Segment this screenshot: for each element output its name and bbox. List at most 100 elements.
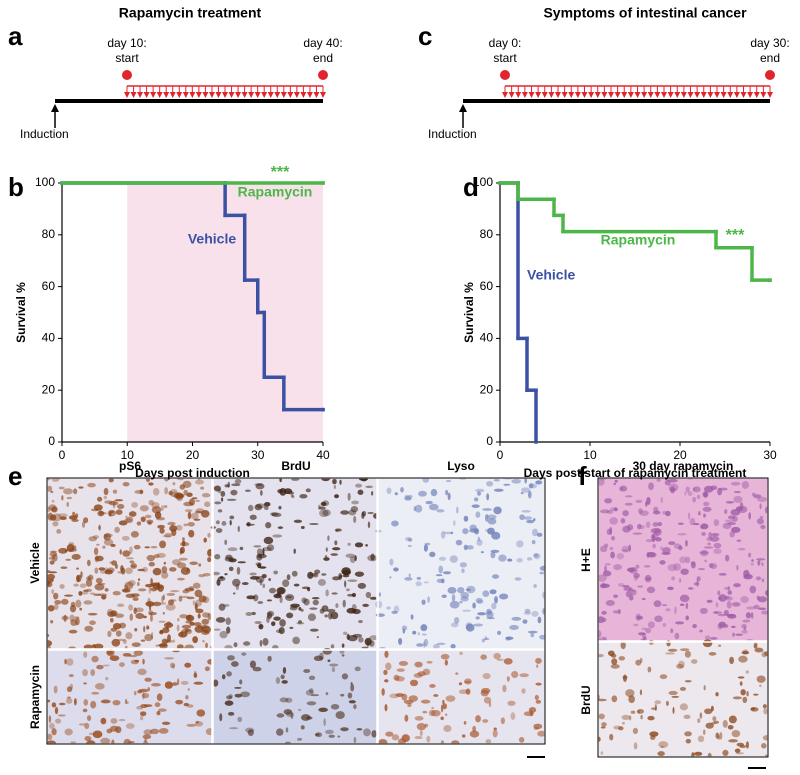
tissue-stain <box>381 688 385 696</box>
tissue-stain <box>539 571 545 575</box>
tissue-stain <box>443 531 453 535</box>
tissue-stain <box>221 674 226 680</box>
tissue-stain <box>636 615 644 620</box>
tissue-stain <box>150 587 158 592</box>
tissue-stain <box>414 504 423 513</box>
tissue-stain <box>521 487 531 493</box>
panel-frame <box>597 477 769 758</box>
tissue-stain <box>82 708 88 713</box>
tissue-stain <box>286 574 291 581</box>
tissue-stain <box>213 485 222 492</box>
tissue-stain <box>535 657 542 664</box>
dose-arrow-head <box>661 92 667 98</box>
tissue-stain <box>416 576 421 580</box>
tissue-stain <box>292 636 300 645</box>
tissue-stain <box>98 524 101 532</box>
tissue-stain <box>179 614 188 619</box>
tissue-stain <box>391 610 398 615</box>
tissue-stain <box>461 734 466 738</box>
tissue-stain <box>286 612 294 619</box>
tissue-stain <box>743 569 750 578</box>
tissue-stain <box>121 535 130 541</box>
tissue-stain <box>178 595 183 602</box>
tissue-stain <box>75 599 82 608</box>
tissue-stain <box>751 492 756 497</box>
tissue-stain <box>457 587 465 594</box>
tissue-stain <box>655 537 662 542</box>
tissue-stain <box>527 490 532 499</box>
tissue-stain <box>703 729 706 736</box>
tissue-stain <box>487 527 495 535</box>
tissue-stain <box>231 483 241 487</box>
tissue-stain <box>451 593 456 602</box>
tissue-stain <box>635 499 643 503</box>
tissue-stain <box>122 652 132 657</box>
tissue-stain <box>427 596 431 604</box>
tissue-stain <box>621 549 629 552</box>
tissue-stain <box>635 613 641 621</box>
tissue-stain <box>717 623 723 630</box>
tissue-stain <box>164 681 173 689</box>
tissue-stain <box>689 517 696 526</box>
tissue-stain <box>213 628 221 631</box>
tissue-stain <box>725 554 730 562</box>
tissue-stain <box>164 487 168 495</box>
dose-arrow-head <box>508 92 515 98</box>
tissue-stain <box>354 542 364 548</box>
tissue-stain <box>329 663 339 667</box>
tissue-stain <box>170 599 177 602</box>
tissue-stain <box>228 727 239 730</box>
tissue-stain <box>327 659 331 662</box>
tissue-stain <box>71 553 81 560</box>
tissue-stain <box>522 619 528 624</box>
tissue-stain <box>475 715 481 723</box>
tissue-stain <box>645 521 651 528</box>
tissue-stain <box>699 712 703 719</box>
tissue-stain <box>697 512 701 516</box>
dose-arrow-head <box>740 92 747 98</box>
tissue-stain <box>142 692 145 700</box>
tissue-stain <box>614 479 618 483</box>
tissue-stain <box>277 526 284 530</box>
tissue-stain <box>455 539 463 546</box>
tissue-stain <box>83 600 93 605</box>
tissue-stain <box>203 537 207 543</box>
tissue-stain <box>636 709 645 714</box>
tissue-stain <box>507 700 516 706</box>
tissue-stain <box>241 652 247 656</box>
end-label: end <box>760 51 780 65</box>
tissue-stain <box>187 614 192 620</box>
dose-arrow-head <box>287 92 294 98</box>
tissue-stain <box>727 724 734 730</box>
tissue-stain <box>87 574 94 581</box>
tissue-stain <box>656 478 661 483</box>
tissue-stain <box>69 614 75 622</box>
dose-arrow-head <box>124 92 130 98</box>
tissue-stain <box>193 672 198 678</box>
tissue-stain <box>531 528 539 537</box>
tissue-stain <box>307 571 314 579</box>
tissue-stain <box>491 602 497 610</box>
tissue-stain <box>706 599 713 603</box>
tissue-stain <box>711 532 720 537</box>
tissue-stain <box>94 583 105 591</box>
tissue-stain <box>674 606 677 615</box>
tissue-stain <box>758 607 767 610</box>
tissue-stain <box>471 504 480 508</box>
tissue-stain <box>420 624 428 632</box>
tissue-stain <box>456 506 459 514</box>
dose-arrow-head <box>169 92 176 98</box>
tissue-stain <box>276 587 286 595</box>
tissue-stain <box>535 699 542 704</box>
tissue-stain <box>83 589 89 593</box>
tissue-stain <box>668 690 678 696</box>
x-tick-label: 30 <box>251 448 265 462</box>
tissue-stain <box>600 726 606 729</box>
tissue-stain <box>176 624 180 632</box>
tissue-stain <box>47 570 51 573</box>
tissue-stain <box>660 496 663 504</box>
tissue-stain <box>201 629 210 636</box>
tissue-stain <box>218 603 226 611</box>
tissue-stain <box>607 650 615 657</box>
dose-arrow-head <box>641 92 648 98</box>
